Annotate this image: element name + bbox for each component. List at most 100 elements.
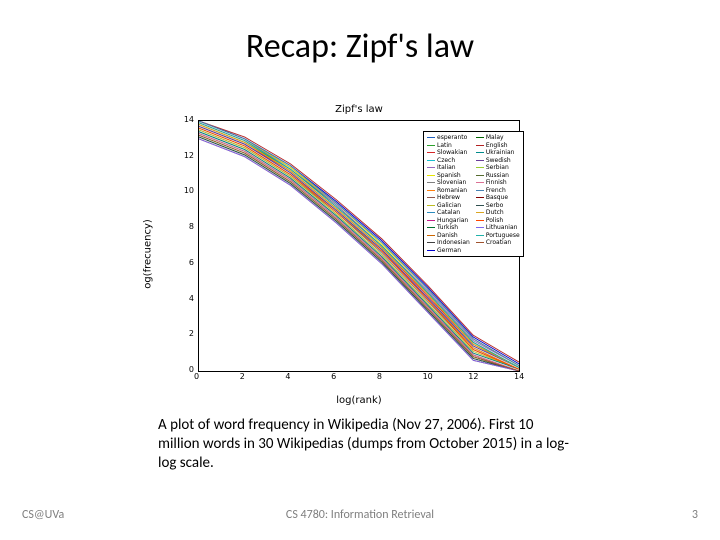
legend-swatch bbox=[427, 250, 435, 251]
legend-label: Finnish bbox=[486, 179, 507, 187]
legend-label: Malay bbox=[486, 134, 504, 142]
legend-label: Dutch bbox=[486, 209, 504, 217]
legend-swatch bbox=[476, 167, 484, 168]
legend-item: Lithuanian bbox=[476, 224, 520, 232]
legend-swatch bbox=[427, 220, 435, 221]
legend-item: Slovenian bbox=[427, 179, 470, 187]
chart-plot-area: esperantoLatinSlowakianCzechItalianSpani… bbox=[198, 120, 520, 372]
legend-swatch bbox=[476, 242, 484, 243]
legend-item: Czech bbox=[427, 157, 470, 165]
legend-swatch bbox=[427, 182, 435, 183]
y-tick: 10 bbox=[184, 186, 194, 195]
legend-swatch bbox=[427, 137, 435, 138]
legend-label: Spanish bbox=[437, 172, 461, 180]
legend-item: Italian bbox=[427, 164, 470, 172]
legend-item: Hebrew bbox=[427, 194, 470, 202]
x-tick: 12 bbox=[468, 372, 478, 381]
legend-item: Dutch bbox=[476, 209, 520, 217]
legend-swatch bbox=[476, 212, 484, 213]
zipf-chart: Zipf's law og(frecuency) esperantoLatinS… bbox=[154, 104, 564, 404]
legend-swatch bbox=[427, 190, 435, 191]
chart-xlabel: log(rank) bbox=[198, 395, 520, 406]
legend-swatch bbox=[476, 160, 484, 161]
legend-item: esperanto bbox=[427, 134, 470, 142]
legend-col: MalayEnglishUkrainianSwedishSerbianRussi… bbox=[476, 134, 520, 254]
legend-label: Latin bbox=[437, 142, 452, 150]
x-tick: 4 bbox=[285, 372, 290, 381]
legend-label: Hungarian bbox=[437, 217, 468, 225]
legend-label: Ukrainian bbox=[486, 149, 515, 157]
legend-item: Catalan bbox=[427, 209, 470, 217]
legend-item: Polish bbox=[476, 217, 520, 225]
legend-label: Serbian bbox=[486, 164, 509, 172]
legend-label: Portuguese bbox=[486, 232, 520, 240]
legend-item: Slowakian bbox=[427, 149, 470, 157]
y-tick: 8 bbox=[189, 222, 194, 231]
legend-swatch bbox=[476, 205, 484, 206]
legend-item: Danish bbox=[427, 232, 470, 240]
x-tick: 0 bbox=[194, 372, 199, 381]
legend-label: Indonesian bbox=[437, 239, 470, 247]
legend-item: Turkish bbox=[427, 224, 470, 232]
x-tick: 14 bbox=[514, 372, 524, 381]
x-tick: 10 bbox=[423, 372, 433, 381]
legend-label: French bbox=[486, 187, 506, 195]
y-tick: 14 bbox=[184, 115, 194, 124]
legend-label: Hebrew bbox=[437, 194, 460, 202]
legend-item: English bbox=[476, 142, 520, 150]
legend-item: German bbox=[427, 247, 470, 255]
legend-label: Basque bbox=[486, 194, 508, 202]
legend-swatch bbox=[476, 145, 484, 146]
legend-label: Lithuanian bbox=[486, 224, 518, 232]
y-tick: 4 bbox=[189, 294, 194, 303]
legend-label: German bbox=[437, 247, 461, 255]
legend-item: Serbo bbox=[476, 202, 520, 210]
legend-label: Romanian bbox=[437, 187, 467, 195]
legend-swatch bbox=[427, 160, 435, 161]
legend-label: Danish bbox=[437, 232, 458, 240]
legend-item: Portuguese bbox=[476, 232, 520, 240]
legend-swatch bbox=[476, 190, 484, 191]
legend-item: Basque bbox=[476, 194, 520, 202]
chart-legend: esperantoLatinSlowakianCzechItalianSpani… bbox=[423, 131, 524, 257]
legend-swatch bbox=[427, 145, 435, 146]
legend-swatch bbox=[427, 152, 435, 153]
legend-label: esperanto bbox=[437, 134, 467, 142]
legend-label: Russian bbox=[486, 172, 509, 180]
legend-columns: esperantoLatinSlowakianCzechItalianSpani… bbox=[427, 134, 520, 254]
legend-swatch bbox=[427, 235, 435, 236]
legend-label: Galician bbox=[437, 202, 461, 210]
legend-swatch bbox=[476, 182, 484, 183]
y-tick: 6 bbox=[189, 258, 194, 267]
legend-label: Slowakian bbox=[437, 149, 467, 157]
legend-swatch bbox=[476, 152, 484, 153]
legend-item: Hungarian bbox=[427, 217, 470, 225]
chart-title: Zipf's law bbox=[154, 104, 564, 115]
legend-swatch bbox=[476, 227, 484, 228]
legend-item: Spanish bbox=[427, 172, 470, 180]
chart-ylabel: og(frecuency) bbox=[143, 219, 154, 289]
y-tick: 0 bbox=[189, 365, 194, 374]
legend-swatch bbox=[476, 175, 484, 176]
legend-col: esperantoLatinSlowakianCzechItalianSpani… bbox=[427, 134, 470, 254]
legend-swatch bbox=[476, 137, 484, 138]
legend-item: Swedish bbox=[476, 157, 520, 165]
y-tick: 12 bbox=[184, 151, 194, 160]
legend-item: Romanian bbox=[427, 187, 470, 195]
legend-label: English bbox=[486, 142, 508, 150]
legend-label: Catalan bbox=[437, 209, 460, 217]
legend-label: Serbo bbox=[486, 202, 503, 210]
x-tick: 6 bbox=[331, 372, 336, 381]
legend-item: Latin bbox=[427, 142, 470, 150]
legend-item: Finnish bbox=[476, 179, 520, 187]
legend-item: Ukrainian bbox=[476, 149, 520, 157]
legend-label: Croatian bbox=[486, 239, 511, 247]
legend-swatch bbox=[476, 197, 484, 198]
legend-label: Italian bbox=[437, 164, 456, 172]
legend-swatch bbox=[427, 205, 435, 206]
legend-item: Malay bbox=[476, 134, 520, 142]
legend-swatch bbox=[427, 167, 435, 168]
footer-page-number: 3 bbox=[692, 508, 698, 522]
y-tick: 2 bbox=[189, 329, 194, 338]
legend-label: Swedish bbox=[486, 157, 511, 165]
